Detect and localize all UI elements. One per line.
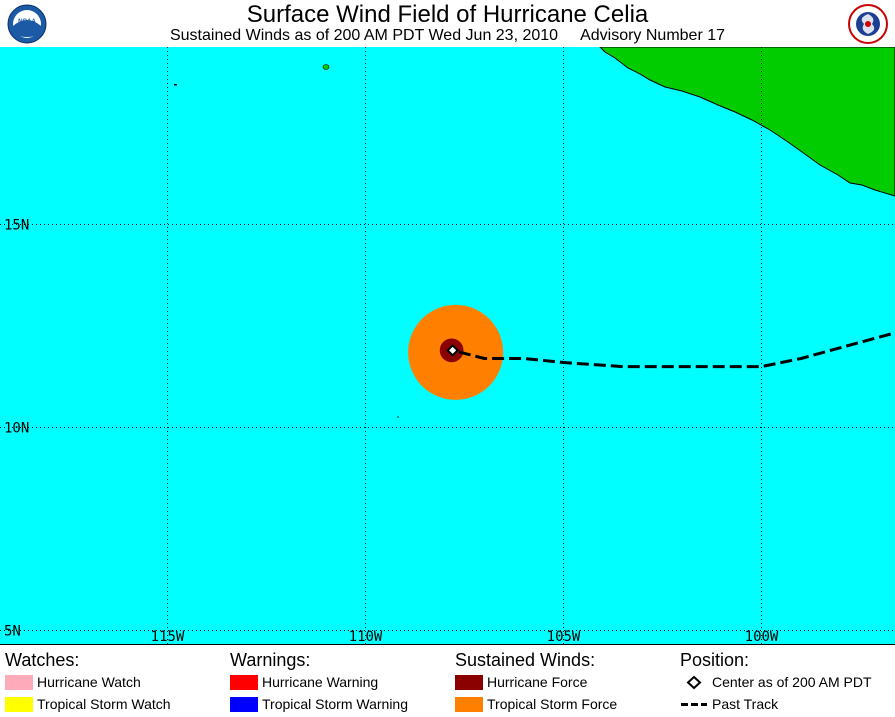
- island: [174, 84, 177, 86]
- storm-center-marker: [446, 343, 460, 357]
- header: NOAA Surface Wind Field of Hurricane Cel…: [0, 0, 895, 47]
- legend-warnings: Warnings: Hurricane Warning Tropical Sto…: [230, 649, 408, 715]
- legend-watches: Watches: Hurricane Watch Tropical Storm …: [5, 649, 171, 715]
- legend-label: Tropical Storm Force: [487, 696, 618, 712]
- legend-position: Position: Center as of 200 AM PDT Past T…: [680, 649, 872, 715]
- tropical-storm-force-swatch: [455, 697, 483, 712]
- subtitle-text: Sustained Winds as of 200 AM PDT Wed Jun…: [169, 27, 559, 44]
- lon-label: 100W: [745, 629, 779, 644]
- legend-item: Hurricane Force: [455, 671, 595, 693]
- latitude-labels: 15N 10N 5N: [4, 218, 29, 640]
- legend: Watches: Hurricane Watch Tropical Storm …: [0, 644, 895, 717]
- hurricane-watch-swatch: [5, 675, 33, 690]
- past-track-dash-icon: [681, 703, 707, 706]
- land-mexico: [599, 47, 895, 197]
- legend-item: Hurricane Watch: [5, 671, 141, 693]
- center-diamond-icon: [686, 675, 702, 690]
- tropical-storm-warning-swatch: [230, 697, 258, 712]
- legend-heading: Position:: [680, 650, 750, 670]
- legend-item: Tropical Storm Warning: [230, 693, 408, 715]
- legend-label: Hurricane Watch: [37, 674, 141, 690]
- lat-label: 15N: [4, 218, 29, 234]
- lat-label: 10N: [4, 421, 29, 437]
- nws-logo: [848, 4, 888, 44]
- legend-heading: Sustained Winds:: [455, 650, 596, 670]
- past-track: [452, 331, 895, 369]
- legend-label: Tropical Storm Warning: [262, 696, 409, 712]
- legend-item: Center as of 200 AM PDT: [680, 671, 872, 693]
- legend-label: Hurricane Warning: [262, 674, 379, 690]
- tropical-storm-watch-swatch: [5, 697, 33, 712]
- legend-heading: Watches:: [5, 650, 80, 670]
- legend-label: Center as of 200 AM PDT: [712, 674, 872, 690]
- map-title: Surface Wind Field of Hurricane Celia: [246, 1, 649, 28]
- legend-item: Hurricane Warning: [230, 671, 378, 693]
- lon-label: 110W: [349, 629, 383, 644]
- advisory-number: Advisory Number 17: [580, 27, 726, 44]
- longitude-labels: 115W 110W 105W 100W: [151, 629, 779, 644]
- center-diamond: [446, 343, 460, 357]
- legend-label: Hurricane Force: [487, 674, 588, 690]
- hurricane-force-swatch: [455, 675, 483, 690]
- legend-sustained-winds: Sustained Winds: Hurricane Force Tropica…: [455, 649, 617, 715]
- legend-label: Tropical Storm Watch: [37, 696, 171, 712]
- legend-heading: Warnings:: [230, 650, 311, 670]
- noaa-logo: NOAA: [7, 4, 47, 44]
- hurricane-warning-swatch: [230, 675, 258, 690]
- storm-map: 15N 10N 5N 115W 110W 105W 100W: [0, 47, 895, 644]
- island-group: [174, 64, 399, 418]
- map-subtitle: Sustained Winds as of 200 AM PDT Wed Jun…: [0, 27, 895, 45]
- legend-label: Past Track: [712, 696, 779, 712]
- island: [322, 64, 330, 70]
- island: [397, 416, 399, 418]
- svg-text:NOAA: NOAA: [18, 19, 36, 25]
- past-track-line: [452, 331, 895, 369]
- legend-item: Tropical Storm Force: [455, 693, 617, 715]
- lat-label: 5N: [4, 624, 21, 640]
- legend-item: Tropical Storm Watch: [5, 693, 171, 715]
- lon-label: 115W: [151, 629, 185, 644]
- lon-label: 105W: [547, 629, 581, 644]
- legend-item: Past Track: [680, 693, 778, 715]
